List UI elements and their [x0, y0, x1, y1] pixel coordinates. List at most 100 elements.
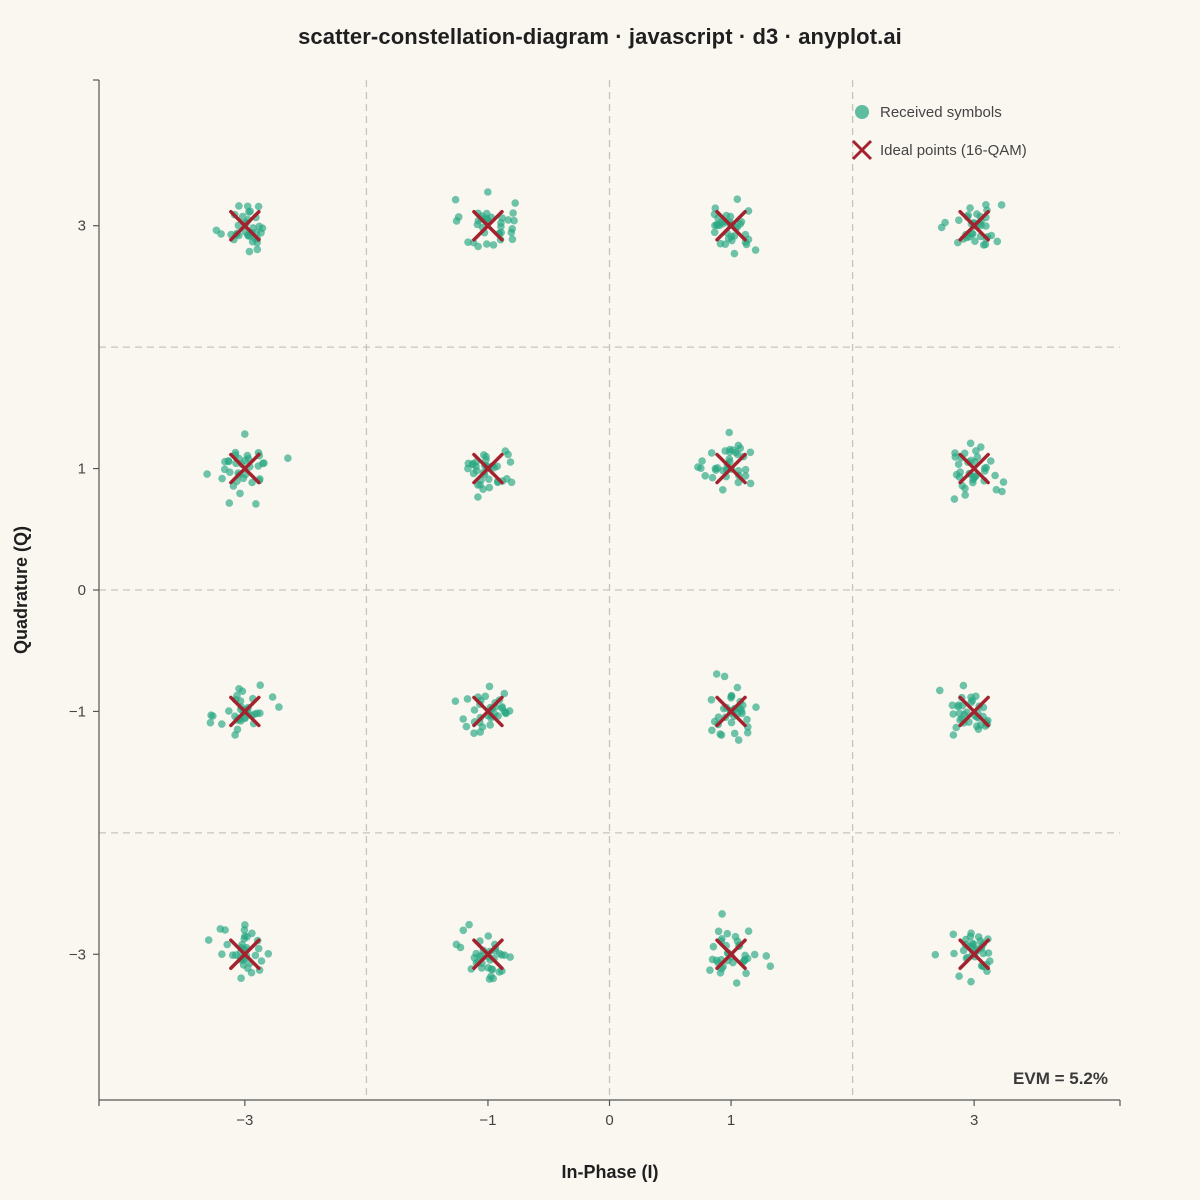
received-symbol-point	[931, 950, 940, 959]
received-symbol-point	[511, 199, 519, 207]
ideal-point-stroke	[229, 452, 261, 485]
received-symbol-point	[969, 478, 977, 487]
received-symbol-point	[937, 223, 946, 232]
received-symbol-point	[451, 195, 460, 204]
received-symbol-point	[245, 208, 253, 216]
received-symbol-point	[258, 224, 267, 232]
received-symbol-point	[478, 964, 486, 972]
received-symbol-point	[237, 974, 245, 982]
received-symbol-point	[698, 457, 706, 465]
received-symbol-point	[950, 495, 959, 503]
received-symbol-point	[961, 491, 969, 499]
legend-received-label: Received symbols	[880, 104, 1002, 121]
received-symbol-point	[977, 221, 985, 230]
received-symbol-point	[248, 478, 256, 487]
received-symbol-point	[459, 926, 468, 935]
received-symbol-point	[284, 454, 292, 463]
ideal-point-marker	[715, 695, 747, 728]
received-symbol-point	[510, 216, 518, 225]
received-symbol-point	[959, 946, 968, 955]
ideal-point-marker	[715, 209, 747, 242]
received-symbol-point	[980, 464, 989, 473]
ideal-point-marker	[229, 452, 261, 485]
received-symbol-point	[507, 478, 516, 487]
x-tick-label: −1	[479, 1112, 496, 1129]
received-symbol-point	[207, 711, 215, 719]
received-symbol-point	[968, 696, 977, 705]
received-symbol-point	[483, 240, 491, 248]
received-symbol-point	[452, 940, 461, 949]
received-symbol-point	[999, 478, 1008, 486]
received-symbol-point	[712, 670, 721, 678]
evm-annotation: EVM = 5.2%	[1013, 1069, 1108, 1088]
received-symbol-point	[733, 683, 742, 692]
received-symbol-point	[465, 920, 473, 929]
ideal-point-marker	[958, 695, 990, 728]
received-symbol-point	[734, 736, 743, 744]
received-symbol-point	[955, 972, 963, 980]
received-symbol-point	[509, 209, 517, 217]
received-symbol-point	[498, 214, 507, 222]
ideal-points-series	[229, 209, 990, 971]
received-symbol-point	[731, 932, 740, 941]
received-symbol-point	[976, 937, 985, 945]
received-symbol-point	[993, 237, 1002, 246]
received-symbol-point	[485, 475, 493, 484]
received-symbol-point	[949, 731, 958, 739]
received-symbol-point	[225, 707, 233, 715]
received-symbol-point	[716, 730, 724, 738]
received-symbol-point	[752, 703, 760, 711]
received-symbol-point	[235, 685, 243, 693]
ideal-point-marker	[472, 209, 504, 242]
ideal-point-stroke	[958, 209, 990, 242]
received-symbol-point	[751, 246, 760, 254]
received-symbol-point	[952, 723, 960, 732]
received-symbol-point	[204, 936, 213, 944]
received-symbol-point	[709, 942, 718, 951]
received-symbol-point	[727, 718, 736, 727]
received-symbol-point	[486, 721, 495, 729]
received-symbol-point	[260, 459, 268, 467]
received-symbol-point	[463, 695, 472, 703]
received-symbol-point	[973, 722, 981, 730]
received-symbol-point	[254, 202, 263, 211]
axes: −3 −1 0 1 3 3 1 0 −1 −3	[69, 79, 1121, 1129]
received-symbol-point	[254, 944, 263, 953]
received-symbol-point	[708, 726, 716, 735]
received-symbol-point	[240, 926, 249, 934]
ideal-point-marker	[472, 452, 504, 485]
y-tick-label: −3	[69, 946, 86, 963]
received-symbol-point	[257, 957, 266, 965]
received-symbol-point	[741, 472, 750, 480]
legend-received-marker	[855, 105, 869, 119]
chart-title: scatter-constellation-diagram · javascri…	[298, 24, 902, 49]
received-symbol-point	[955, 709, 964, 717]
received-symbol-point	[743, 954, 752, 963]
received-symbol-point	[998, 487, 1006, 496]
ideal-point-stroke	[229, 938, 261, 971]
ideal-point-stroke	[229, 695, 261, 728]
legend-ideal-label: Ideal points (16-QAM)	[880, 142, 1027, 159]
received-symbol-point	[712, 466, 720, 474]
received-symbol-point	[216, 925, 225, 933]
received-symbol-point	[485, 682, 494, 691]
x-tick-label: 1	[727, 1112, 735, 1129]
received-symbol-point	[972, 447, 980, 455]
received-symbol-point	[508, 225, 516, 233]
received-symbol-point	[251, 951, 260, 960]
received-symbol-point	[727, 694, 735, 702]
received-symbol-point	[979, 949, 988, 958]
ideal-point-stroke	[958, 695, 990, 728]
legend: Received symbols Ideal points (16-QAM)	[851, 104, 1027, 161]
received-symbol-point	[724, 234, 733, 243]
received-symbol-point	[484, 964, 493, 972]
received-symbol-point	[971, 237, 979, 245]
received-symbol-point	[236, 489, 244, 498]
ideal-point-marker	[229, 695, 261, 728]
received-symbol-point	[462, 722, 471, 731]
received-symbol-point	[480, 451, 488, 459]
received-symbol-point	[474, 481, 482, 489]
received-symbol-point	[707, 696, 716, 704]
received-symbol-point	[479, 485, 487, 494]
ideal-point-stroke	[715, 938, 747, 971]
